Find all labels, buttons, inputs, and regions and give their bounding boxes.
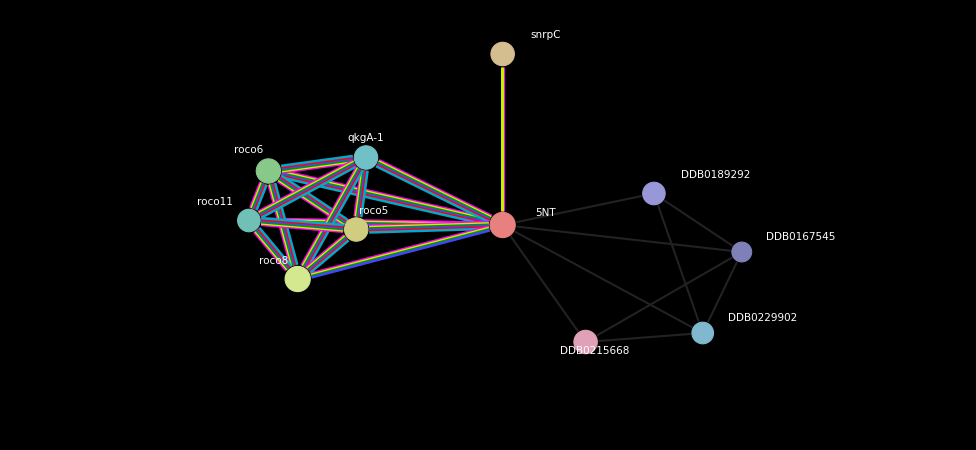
Ellipse shape (354, 146, 378, 169)
Ellipse shape (257, 159, 280, 183)
Text: DDB0189292: DDB0189292 (681, 170, 751, 180)
Ellipse shape (642, 182, 666, 205)
Ellipse shape (345, 218, 368, 241)
Ellipse shape (491, 42, 514, 66)
Text: DDB0215668: DDB0215668 (560, 346, 630, 356)
Ellipse shape (574, 330, 597, 354)
Text: DDB0229902: DDB0229902 (728, 313, 797, 323)
Text: roco8: roco8 (259, 256, 288, 266)
Text: roco6: roco6 (234, 145, 264, 155)
Text: roco5: roco5 (359, 206, 388, 216)
Text: snrpC: snrpC (530, 31, 560, 40)
Text: 5NT: 5NT (535, 208, 555, 218)
Ellipse shape (692, 322, 713, 344)
Ellipse shape (285, 266, 310, 292)
Text: DDB0167545: DDB0167545 (766, 232, 835, 242)
Ellipse shape (490, 212, 515, 238)
Ellipse shape (732, 242, 752, 262)
Text: qkgA-1: qkgA-1 (347, 133, 385, 143)
Text: roco11: roco11 (197, 197, 232, 207)
Ellipse shape (237, 209, 261, 232)
